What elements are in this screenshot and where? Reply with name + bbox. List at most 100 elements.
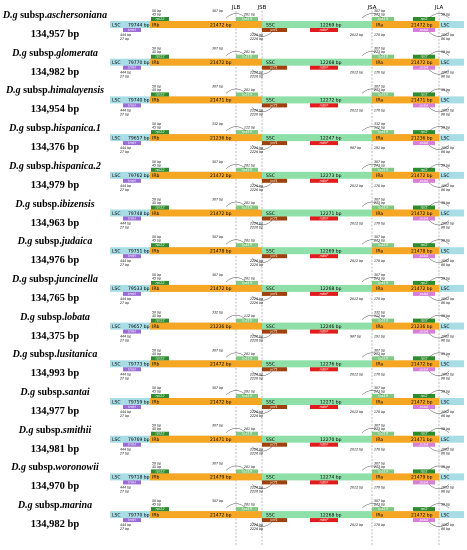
species-name: D.g subsp.aschersoniana bbox=[0, 10, 110, 21]
arc-connector bbox=[251, 295, 273, 301]
gene-psbA-box bbox=[413, 103, 435, 108]
gene-ycf1-box bbox=[262, 254, 287, 259]
distance-label: 307 bp bbox=[374, 47, 385, 51]
region-lsc-right bbox=[439, 21, 464, 28]
ssc-length: 12271 bp bbox=[320, 399, 342, 405]
arc-connector bbox=[225, 239, 247, 245]
arc-connector bbox=[361, 390, 383, 396]
species-subsp: subsp. bbox=[20, 85, 51, 97]
distance-label: 45 bp bbox=[152, 239, 161, 243]
gene-rps19-right-label: rps19 bbox=[378, 55, 389, 59]
gene-rps19-right-box bbox=[372, 17, 394, 21]
species-subsp: subsp. bbox=[23, 160, 54, 172]
gene-ndhF-box bbox=[310, 367, 338, 372]
region-ssc bbox=[262, 360, 372, 368]
ssc-label: SSC bbox=[266, 512, 275, 518]
ssc-length: 12268 bp bbox=[320, 60, 342, 66]
species-track: LSC 79533 bp IRb 21472 bp SSC 12268 bp IRa 2147… bbox=[110, 273, 464, 305]
region-ira bbox=[372, 247, 439, 255]
species-name: D.g subsp.smithii bbox=[0, 425, 110, 436]
region-ssc bbox=[262, 435, 372, 443]
gene-ndhF-label: ndhF bbox=[320, 518, 330, 522]
distance-label: 191 bp bbox=[374, 146, 385, 150]
gene-rpl2-label: rpl2 bbox=[421, 243, 429, 247]
gene-psbA-label: psbA bbox=[419, 254, 429, 258]
gene-rpl2-label: rpl2 bbox=[421, 92, 429, 96]
gene-trnH-box bbox=[123, 291, 141, 296]
gene-ndhF-label: ndhF bbox=[320, 405, 330, 409]
distance-label: 2226 bp bbox=[250, 188, 263, 192]
region-irb bbox=[236, 473, 262, 481]
distance-label: 1062 bp bbox=[441, 485, 454, 489]
distance-label: 307 bp bbox=[374, 160, 385, 164]
arc-connector bbox=[361, 465, 383, 471]
gene-rpl2-box bbox=[413, 167, 435, 172]
gene-psbA-label: psbA bbox=[419, 480, 429, 484]
gene-psbA-box bbox=[413, 329, 435, 334]
species-track: LSC 79657 bp IRb 21236 bp SSC 12246 bp IRa 2123… bbox=[110, 311, 464, 343]
arc-connector bbox=[251, 484, 273, 490]
gene-rpl22-label: rpl22 bbox=[155, 507, 165, 511]
ira-length: 21472 bp bbox=[411, 286, 433, 292]
ira-length: 21472 bp bbox=[411, 399, 433, 405]
region-irb bbox=[236, 511, 262, 519]
distance-label: 273 bp bbox=[374, 50, 385, 54]
region-ssc bbox=[262, 511, 372, 519]
arc-connector bbox=[428, 220, 450, 226]
gene-psbA-label: psbA bbox=[419, 330, 429, 334]
distance-label: 307 bp bbox=[374, 235, 385, 239]
gene-rpl22-label: rpl22 bbox=[155, 206, 165, 210]
distance-label: 444 bp bbox=[120, 297, 131, 301]
region-irb bbox=[236, 209, 262, 217]
gene-rpl2-box bbox=[413, 54, 435, 59]
region-ira bbox=[372, 360, 439, 368]
region-irb-extension bbox=[150, 58, 236, 66]
species-name: D.g subsp.lobata bbox=[0, 312, 110, 323]
gene-rpl2-box bbox=[413, 507, 435, 512]
distance-label: 444 bp bbox=[120, 146, 131, 150]
arc-connector bbox=[225, 126, 247, 132]
species-name: D.g subsp.marina bbox=[0, 500, 110, 511]
distance-label: 59 bp bbox=[441, 201, 450, 205]
genome-size: 134,982 bp bbox=[30, 519, 80, 531]
distance-label: 2226 bp bbox=[250, 112, 263, 116]
distance-label: 1062 bp bbox=[441, 259, 454, 263]
ssc-label: SSC bbox=[266, 286, 275, 292]
arc-connector bbox=[428, 107, 450, 113]
distance-label: 59 bp bbox=[441, 88, 450, 92]
region-lsc-right bbox=[439, 473, 464, 481]
lsc-length: 79744 bp bbox=[128, 22, 150, 28]
distance-label: 50 bp bbox=[152, 424, 161, 428]
gene-rpl2-box bbox=[413, 431, 435, 436]
arc-connector bbox=[361, 352, 383, 358]
gene-ndhF-box bbox=[310, 28, 338, 32]
distance-label: 307 bp bbox=[374, 84, 385, 88]
arc-connector bbox=[225, 428, 247, 433]
gene-psbA-box bbox=[413, 518, 435, 523]
gene-rpl22-box bbox=[151, 17, 169, 21]
gene-rpl22-box bbox=[151, 280, 169, 285]
distance-label: 1062 bp bbox=[441, 335, 454, 339]
arc-connector bbox=[225, 51, 247, 56]
gene-psbA-box bbox=[413, 442, 435, 447]
gene-rps19-right-label: rps19 bbox=[378, 281, 389, 285]
gene-rpl2-label: rpl2 bbox=[421, 319, 429, 323]
region-lsc-right bbox=[439, 435, 464, 443]
lsc-length: 79657 bp bbox=[128, 135, 150, 141]
gene-ycf1-label: ycf1 bbox=[269, 480, 277, 484]
distance-label: 2012 bp bbox=[350, 448, 363, 452]
gene-rps19-right-box bbox=[372, 205, 394, 210]
distance-label: 2226 bp bbox=[250, 150, 263, 154]
gene-rps19-left-label: rps19 bbox=[242, 55, 253, 59]
distance-label: 59 bp bbox=[441, 503, 450, 507]
distance-label: 273 bp bbox=[374, 427, 385, 431]
region-lsc-right bbox=[439, 511, 464, 519]
gene-rps19-left-box bbox=[236, 394, 258, 398]
arc-connector bbox=[251, 182, 273, 188]
gene-rps19-left-box bbox=[236, 431, 258, 436]
irb-label: IRb bbox=[152, 362, 159, 368]
gene-rps19-left-box bbox=[236, 243, 258, 248]
distance-label: 1062 bp bbox=[441, 71, 454, 75]
irb-label: IRb bbox=[152, 98, 159, 104]
gene-rps19-left-box bbox=[236, 318, 258, 323]
